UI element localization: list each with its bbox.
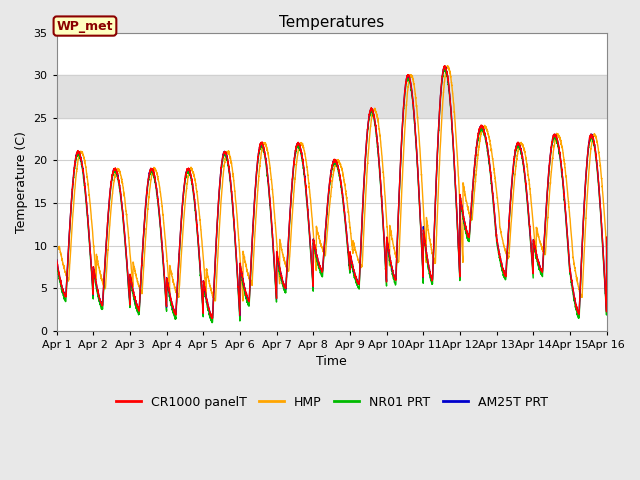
NR01 PRT	[478, 127, 486, 132]
AM25T PRT	[237, 269, 245, 275]
Line: NR01 PRT: NR01 PRT	[57, 68, 607, 323]
AM25T PRT	[603, 235, 611, 240]
HMP	[444, 63, 451, 69]
AM25T PRT	[119, 213, 127, 219]
HMP	[434, 197, 442, 203]
CR1000 panelT	[440, 63, 448, 69]
Line: HMP: HMP	[57, 66, 607, 301]
HMP	[53, 245, 61, 251]
Bar	[57, 75, 607, 118]
NR01 PRT	[53, 261, 61, 266]
Text: WP_met: WP_met	[57, 20, 113, 33]
Legend: CR1000 panelT, HMP, NR01 PRT, AM25T PRT: CR1000 panelT, HMP, NR01 PRT, AM25T PRT	[111, 391, 553, 414]
X-axis label: Time: Time	[316, 355, 347, 369]
Y-axis label: Temperature (C): Temperature (C)	[15, 131, 28, 233]
HMP	[119, 184, 127, 190]
HMP	[111, 175, 119, 180]
CR1000 panelT	[111, 167, 119, 172]
NR01 PRT	[208, 320, 216, 325]
CR1000 panelT	[119, 213, 127, 218]
AM25T PRT	[441, 63, 449, 69]
AM25T PRT	[434, 137, 442, 143]
CR1000 panelT	[237, 268, 245, 274]
Line: CR1000 panelT: CR1000 panelT	[57, 66, 607, 318]
CR1000 panelT	[318, 269, 326, 275]
HMP	[318, 245, 326, 251]
NR01 PRT	[111, 169, 119, 175]
CR1000 panelT	[603, 234, 611, 240]
NR01 PRT	[119, 216, 127, 221]
AM25T PRT	[478, 124, 486, 130]
CR1000 panelT	[53, 257, 61, 263]
HMP	[603, 247, 611, 252]
HMP	[478, 128, 486, 133]
NR01 PRT	[603, 239, 611, 244]
NR01 PRT	[441, 65, 449, 71]
AM25T PRT	[53, 257, 61, 263]
Line: AM25T PRT: AM25T PRT	[57, 66, 607, 318]
CR1000 panelT	[478, 124, 486, 130]
AM25T PRT	[209, 315, 216, 321]
NR01 PRT	[237, 274, 245, 279]
AM25T PRT	[318, 267, 326, 273]
CR1000 panelT	[208, 315, 216, 321]
AM25T PRT	[111, 166, 119, 172]
CR1000 panelT	[434, 138, 442, 144]
NR01 PRT	[318, 273, 326, 279]
HMP	[237, 273, 245, 279]
NR01 PRT	[434, 141, 442, 147]
HMP	[239, 298, 247, 304]
Title: Temperatures: Temperatures	[279, 15, 384, 30]
